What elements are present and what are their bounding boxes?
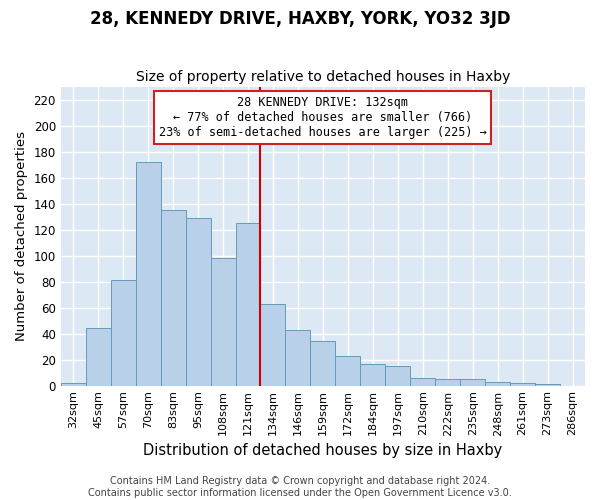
Bar (435, 379, 460, 386)
Title: Size of property relative to detached houses in Haxby: Size of property relative to detached ho… (136, 70, 510, 85)
Bar (385, 366, 410, 386)
X-axis label: Distribution of detached houses by size in Haxby: Distribution of detached houses by size … (143, 442, 503, 458)
Bar (61, 383, 86, 386)
Bar (335, 356, 361, 386)
Bar (535, 384, 560, 386)
Text: 28, KENNEDY DRIVE, HAXBY, YORK, YO32 3JD: 28, KENNEDY DRIVE, HAXBY, YORK, YO32 3JD (89, 10, 511, 28)
Bar (161, 210, 185, 386)
Bar (185, 218, 211, 386)
Bar (136, 162, 161, 386)
Bar (260, 304, 286, 386)
Bar (460, 379, 485, 386)
Bar (410, 378, 435, 386)
Bar (111, 280, 136, 386)
Bar (485, 382, 510, 386)
Bar (310, 342, 335, 386)
Text: 28 KENNEDY DRIVE: 132sqm
← 77% of detached houses are smaller (766)
23% of semi-: 28 KENNEDY DRIVE: 132sqm ← 77% of detach… (159, 96, 487, 139)
Text: Contains HM Land Registry data © Crown copyright and database right 2024.
Contai: Contains HM Land Registry data © Crown c… (88, 476, 512, 498)
Bar (86, 328, 111, 386)
Bar (236, 224, 260, 386)
Y-axis label: Number of detached properties: Number of detached properties (15, 132, 28, 342)
Bar (361, 364, 385, 386)
Bar (510, 383, 535, 386)
Bar (211, 258, 236, 386)
Bar (286, 330, 310, 386)
